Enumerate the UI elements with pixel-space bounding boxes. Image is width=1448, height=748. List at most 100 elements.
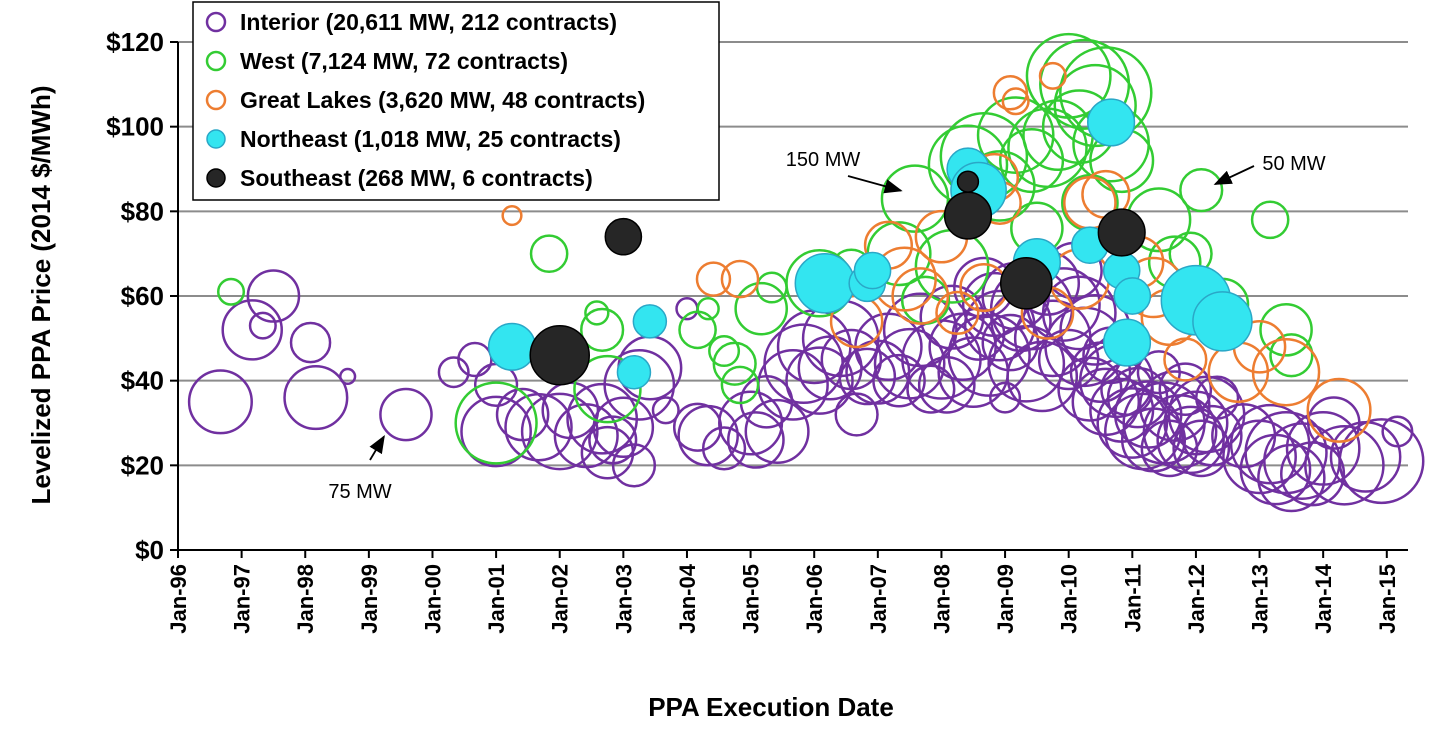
bubble-point [1269,333,1314,378]
bubble-point [1158,362,1213,416]
bubble-point [1251,337,1321,407]
x-tick-label: Jan-96 [166,564,191,634]
bubble-point [1006,340,1079,413]
bubble-point [216,277,246,306]
y-tick-label: $80 [121,196,164,226]
annotation-label: 50 MW [1262,153,1325,175]
bubble-point [1304,425,1385,506]
bubble-point [708,335,741,368]
legend-label: Southeast (268 MW, 6 contracts) [240,165,593,191]
legend-marker [206,168,226,188]
legend-label: Northeast (1,018 MW, 25 contracts) [240,126,621,152]
annotation-label: 75 MW [328,481,391,503]
bubble-point [1338,418,1425,505]
bubble-point [1192,291,1253,352]
bubble-point [246,269,301,323]
y-tick-label: $120 [106,27,164,57]
x-tick-label: Jan-02 [548,564,573,634]
bubble-point [720,365,760,405]
legend-marker [205,89,227,111]
x-tick-label: Jan-06 [802,564,827,634]
y-axis-title: Levelized PPA Price (2014 $/MWh) [26,85,56,504]
x-tick-label: Jan-14 [1311,563,1336,633]
x-tick-label: Jan-15 [1375,564,1400,634]
x-tick-label: Jan-13 [1248,564,1273,634]
bubble-point [734,281,789,336]
bubble-point [1097,208,1146,257]
y-tick-label: $60 [121,281,164,311]
bubble-point [592,396,655,458]
bubble-point [1306,377,1372,443]
bubble-point [834,392,879,437]
legend: Interior (20,611 MW, 212 contracts) West … [192,1,720,201]
y-tick-label: $0 [135,535,164,565]
size-annotations: 75 MW 150 MW 50 MW [328,149,1325,503]
bubble-point [785,346,854,415]
bubble-point [460,395,532,468]
x-tick-label: Jan-11 [1120,564,1145,633]
bubble-point [999,127,1065,194]
bubble-point [755,271,788,304]
x-tick-label: Jan-97 [230,564,255,634]
bubble-point [520,392,599,471]
bubble-point [487,322,537,371]
x-axis-title: PPA Execution Date [648,692,894,722]
bubble-point [221,299,283,361]
annotation-label: 150 MW [786,149,861,171]
bubble-point [727,411,785,469]
bubble-point [838,347,897,406]
bubble-point [1195,375,1240,420]
bubble-point [584,300,610,326]
bubble-point [1263,422,1341,500]
x-tick-label: Jan-10 [1057,564,1082,634]
x-tick-label: Jan-00 [420,564,445,634]
bubble-point [289,321,332,364]
x-tick-label: Jan-08 [929,564,954,634]
bubble-point [529,325,590,386]
bubble-point [956,170,980,193]
bubble-point [504,392,573,462]
legend-box [192,1,720,201]
x-tick-label: Jan-03 [611,564,636,634]
legend-label: Interior (20,611 MW, 212 contracts) [240,9,617,35]
bubble-point [1102,318,1152,367]
bubble-point [696,297,720,321]
bubble-point [744,398,810,465]
bubble-point [917,356,976,414]
bubble-point [379,387,433,442]
bubble-point [1041,275,1117,351]
bubble-point [989,381,1022,414]
bubble-point [906,364,956,414]
bubble-point [992,75,1029,111]
bubble-point [872,353,926,408]
bubble-point [794,253,856,314]
bubble-point [651,396,680,425]
y-tick-label: $40 [121,366,164,396]
bubble-point [797,335,863,401]
bubble-point [248,311,277,340]
bubble-point [1381,415,1414,448]
bubble-point [611,443,657,488]
bubble-point [712,341,757,386]
bubble-point [695,261,732,297]
bubble-point [678,310,717,350]
bubble-point [339,367,357,386]
bubble-point [891,267,950,325]
x-tick-label: Jan-98 [293,564,318,634]
annotation-arrow [847,175,903,194]
bubble-point [935,290,980,336]
bubble-point [501,204,523,227]
bubble-point [1038,61,1067,90]
bubble-point [1001,87,1030,116]
bubble-point [1250,200,1290,240]
bubble-point [1163,337,1208,382]
bubbles [187,32,1425,513]
annotation-arrow [1213,165,1255,185]
bubble-point [1113,277,1152,315]
x-tick-label: Jan-04 [675,563,700,633]
legend-marker [205,11,227,33]
bubble-point [580,307,625,352]
x-tick-label: Jan-09 [993,564,1018,634]
x-tick-label: Jan-07 [866,564,891,634]
